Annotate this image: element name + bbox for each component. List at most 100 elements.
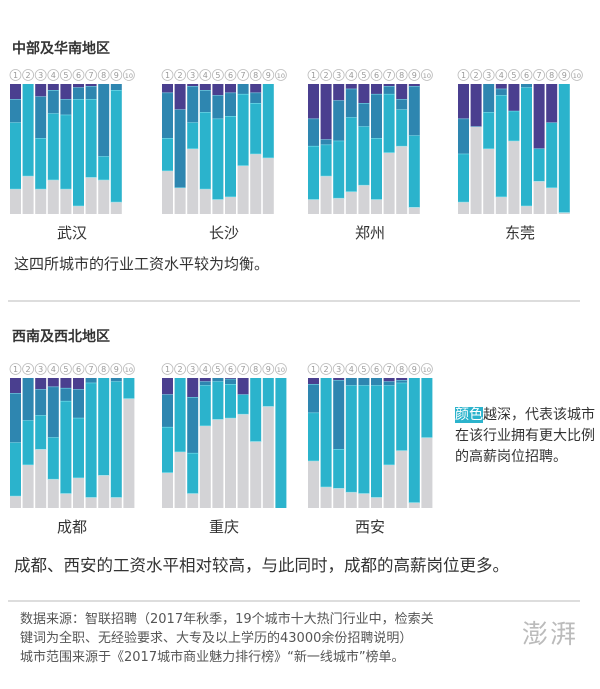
segment-separator (383, 86, 395, 88)
city-label: 西安 (354, 518, 385, 536)
bar-segment-level-4 (345, 191, 357, 214)
bar-segment-level-3 (396, 383, 408, 451)
bar-segment-level-4 (60, 493, 72, 508)
city-label: 郑州 (354, 224, 385, 242)
bar-segment-level-3 (421, 378, 433, 438)
bar-segment-level-4 (10, 496, 21, 508)
bar-segment-level-4 (199, 189, 211, 214)
segment-separator (225, 378, 236, 380)
stacked-bar-chart: 1 2 3 4 5 6 7 8 9 10 (9, 69, 135, 214)
bar-segment-level-4 (508, 141, 520, 214)
bar-segment-level-2 (308, 119, 319, 147)
bar-segment-level-3 (47, 113, 59, 181)
bar-segment-level-2 (35, 389, 47, 416)
x-tick-label: 1 (311, 71, 316, 80)
bar-segment-level-1 (174, 84, 186, 110)
chart-dongguan: 1 2 3 4 5 6 7 8 9 10 东莞 (456, 66, 584, 243)
bar-segment-level-3 (333, 449, 345, 489)
segment-separator (162, 426, 173, 428)
bar-segment-level-3 (408, 136, 420, 208)
x-tick-label: 2 (324, 365, 329, 374)
bar-segment-level-4 (187, 493, 199, 508)
bar-segment-level-1 (470, 84, 482, 127)
x-tick-label: 1 (13, 71, 18, 80)
bar-segment-level-4 (458, 202, 469, 214)
bar-segment-level-4 (396, 146, 408, 214)
bar-segment-level-4 (237, 414, 249, 508)
category-badge (332, 363, 345, 375)
bar-segment-level-4 (60, 189, 72, 214)
x-tick-label: 3 (336, 365, 341, 374)
x-tick-label: 9 (412, 71, 417, 80)
segment-separator (358, 184, 370, 186)
bar-segment-level-2 (371, 378, 382, 386)
bar-segment-level-3 (358, 126, 370, 186)
bar-segment-level-2 (383, 86, 395, 95)
bar-segment-level-4 (162, 472, 173, 508)
section-caption-southwest-northwest: 成都、西安的工资水平相对较高，与此同时，成都的高薪岗位更多。 (14, 556, 509, 575)
x-tick-label: 3 (336, 71, 341, 80)
bar-segment-level-4 (383, 152, 395, 214)
bar-segment-level-4 (320, 176, 332, 214)
x-tick-label: 4 (203, 365, 208, 374)
bar-segment-level-3 (308, 146, 319, 200)
category-badge (262, 69, 275, 81)
bar-segment-level-3 (174, 378, 186, 453)
bar-segment-level-3 (123, 378, 135, 399)
category-badge (332, 69, 345, 81)
category-badge (123, 69, 135, 81)
stacked-bar-chart: 1 2 3 4 5 6 7 8 9 10 (457, 69, 583, 214)
category-badge (307, 363, 320, 375)
x-tick-label: 5 (215, 365, 220, 374)
bar-segment-level-4 (262, 158, 274, 214)
category-badge (408, 69, 421, 81)
chart-wuhan: 1 2 3 4 5 6 7 8 9 10 武汉 (8, 66, 136, 243)
bar-segment-level-4 (98, 180, 110, 214)
category-badge (85, 69, 97, 81)
bar-segment-level-2 (174, 110, 186, 188)
bar-segment-level-4 (35, 189, 47, 214)
segment-separator (408, 86, 420, 88)
bar-segment-level-3 (35, 138, 47, 190)
category-badge (383, 363, 395, 375)
x-tick-label: 6 (76, 71, 81, 80)
bar-segment-level-3 (358, 385, 370, 494)
category-badge (34, 69, 47, 81)
category-badge (60, 363, 72, 375)
x-tick-label: 6 (374, 365, 379, 374)
category-badge (520, 69, 533, 81)
source-note: 数据来源：智联招聘（2017年秋季，19个城市十大热门行业中，检索关 键词为全职… (20, 610, 520, 667)
segment-separator (421, 437, 433, 439)
category-badge (85, 363, 97, 375)
category-badge (533, 69, 545, 81)
segment-separator (212, 95, 224, 97)
bar-segment-level-2 (199, 381, 211, 386)
bar-segment-level-1 (162, 84, 173, 94)
x-tick-label: 3 (486, 71, 491, 80)
category-badge (395, 363, 408, 375)
bar-segment-level-3 (521, 87, 532, 207)
bar-segment-level-1 (47, 84, 59, 91)
bar-segment-level-4 (22, 465, 34, 508)
x-tick-label: 7 (89, 365, 94, 374)
x-tick-label: 5 (215, 71, 220, 80)
bar-segment-level-3 (345, 385, 357, 493)
bar-segment-level-4 (35, 449, 47, 508)
segment-separator (495, 88, 507, 90)
bar-segment-level-2 (320, 139, 332, 146)
segment-separator (345, 88, 357, 90)
bar-segment-level-3 (162, 138, 173, 172)
category-badge (370, 69, 383, 81)
bar-segment-level-2 (98, 84, 110, 157)
bar-segment-level-2 (483, 84, 495, 113)
bar-segment-level-1 (187, 378, 199, 398)
bar-segment-level-2 (162, 394, 173, 428)
segment-separator (358, 385, 370, 387)
bar-segment-level-3 (383, 94, 395, 153)
category-badge (508, 69, 520, 81)
bar-segment-level-3 (383, 385, 395, 466)
x-tick-label: 2 (26, 365, 31, 374)
segment-separator (383, 152, 395, 154)
bar-segment-level-2 (358, 378, 370, 386)
bar-segment-level-3 (85, 99, 97, 178)
